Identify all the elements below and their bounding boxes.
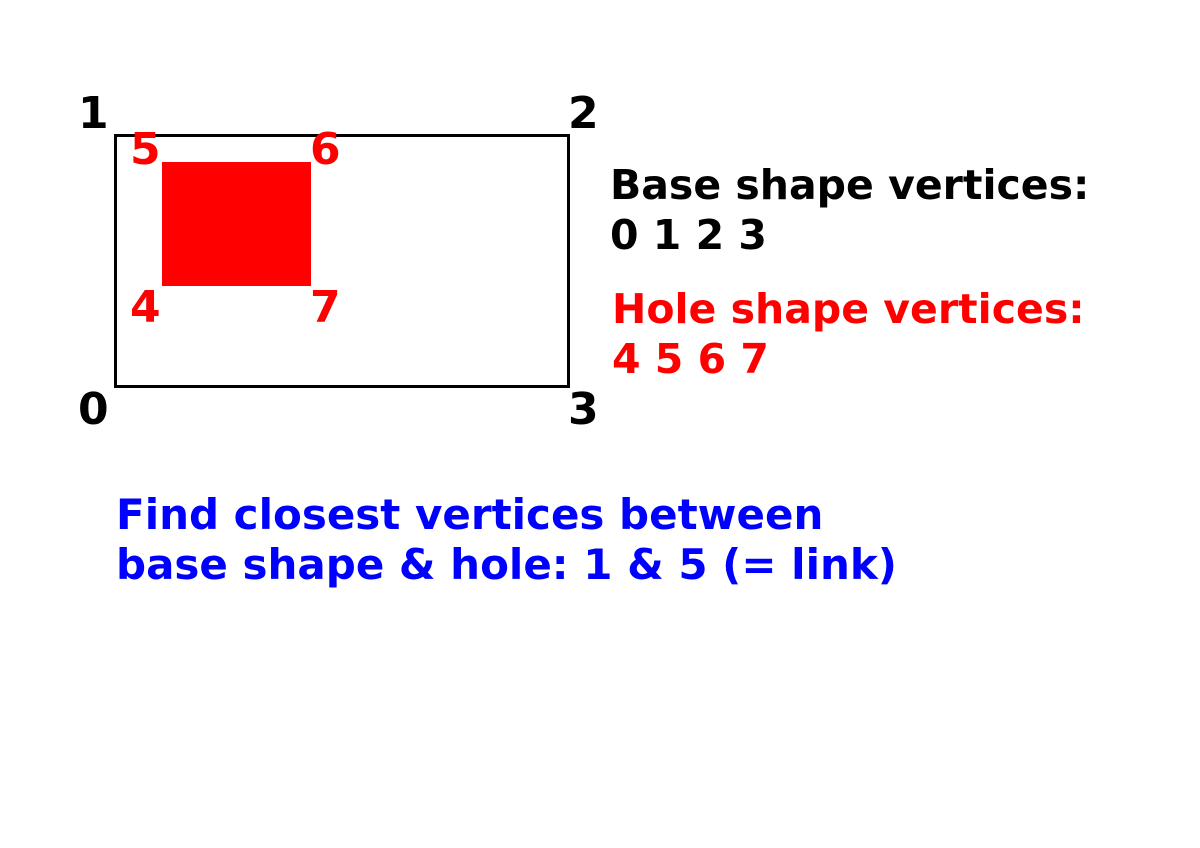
- base-vertex-label-2: 2: [568, 88, 599, 139]
- base-shape-heading: Base shape vertices:: [610, 161, 1090, 209]
- hole-vertex-label-7: 7: [310, 282, 341, 333]
- hole-shape-heading: Hole shape vertices:: [612, 285, 1085, 333]
- base-vertex-label-3: 3: [568, 384, 599, 435]
- base-vertex-label-0: 0: [78, 384, 109, 435]
- hole-shape-info: Hole shape vertices: 4 5 6 7: [612, 284, 1085, 384]
- hole-vertex-label-4: 4: [130, 282, 161, 333]
- link-caption: Find closest vertices between base shape…: [116, 490, 897, 590]
- base-shape-info: Base shape vertices: 0 1 2 3: [610, 160, 1089, 260]
- caption-line-2: base shape & hole: 1 & 5 (= link): [116, 540, 897, 589]
- base-vertex-label-1: 1: [78, 88, 109, 139]
- hole-vertex-label-6: 6: [310, 124, 341, 175]
- hole-shape-rectangle: [162, 162, 311, 286]
- hole-vertex-label-5: 5: [130, 124, 161, 175]
- caption-line-1: Find closest vertices between: [116, 490, 824, 539]
- base-shape-vertex-list: 0 1 2 3: [610, 211, 767, 259]
- hole-shape-vertex-list: 4 5 6 7: [612, 335, 769, 383]
- base-shape-rectangle: [114, 134, 570, 388]
